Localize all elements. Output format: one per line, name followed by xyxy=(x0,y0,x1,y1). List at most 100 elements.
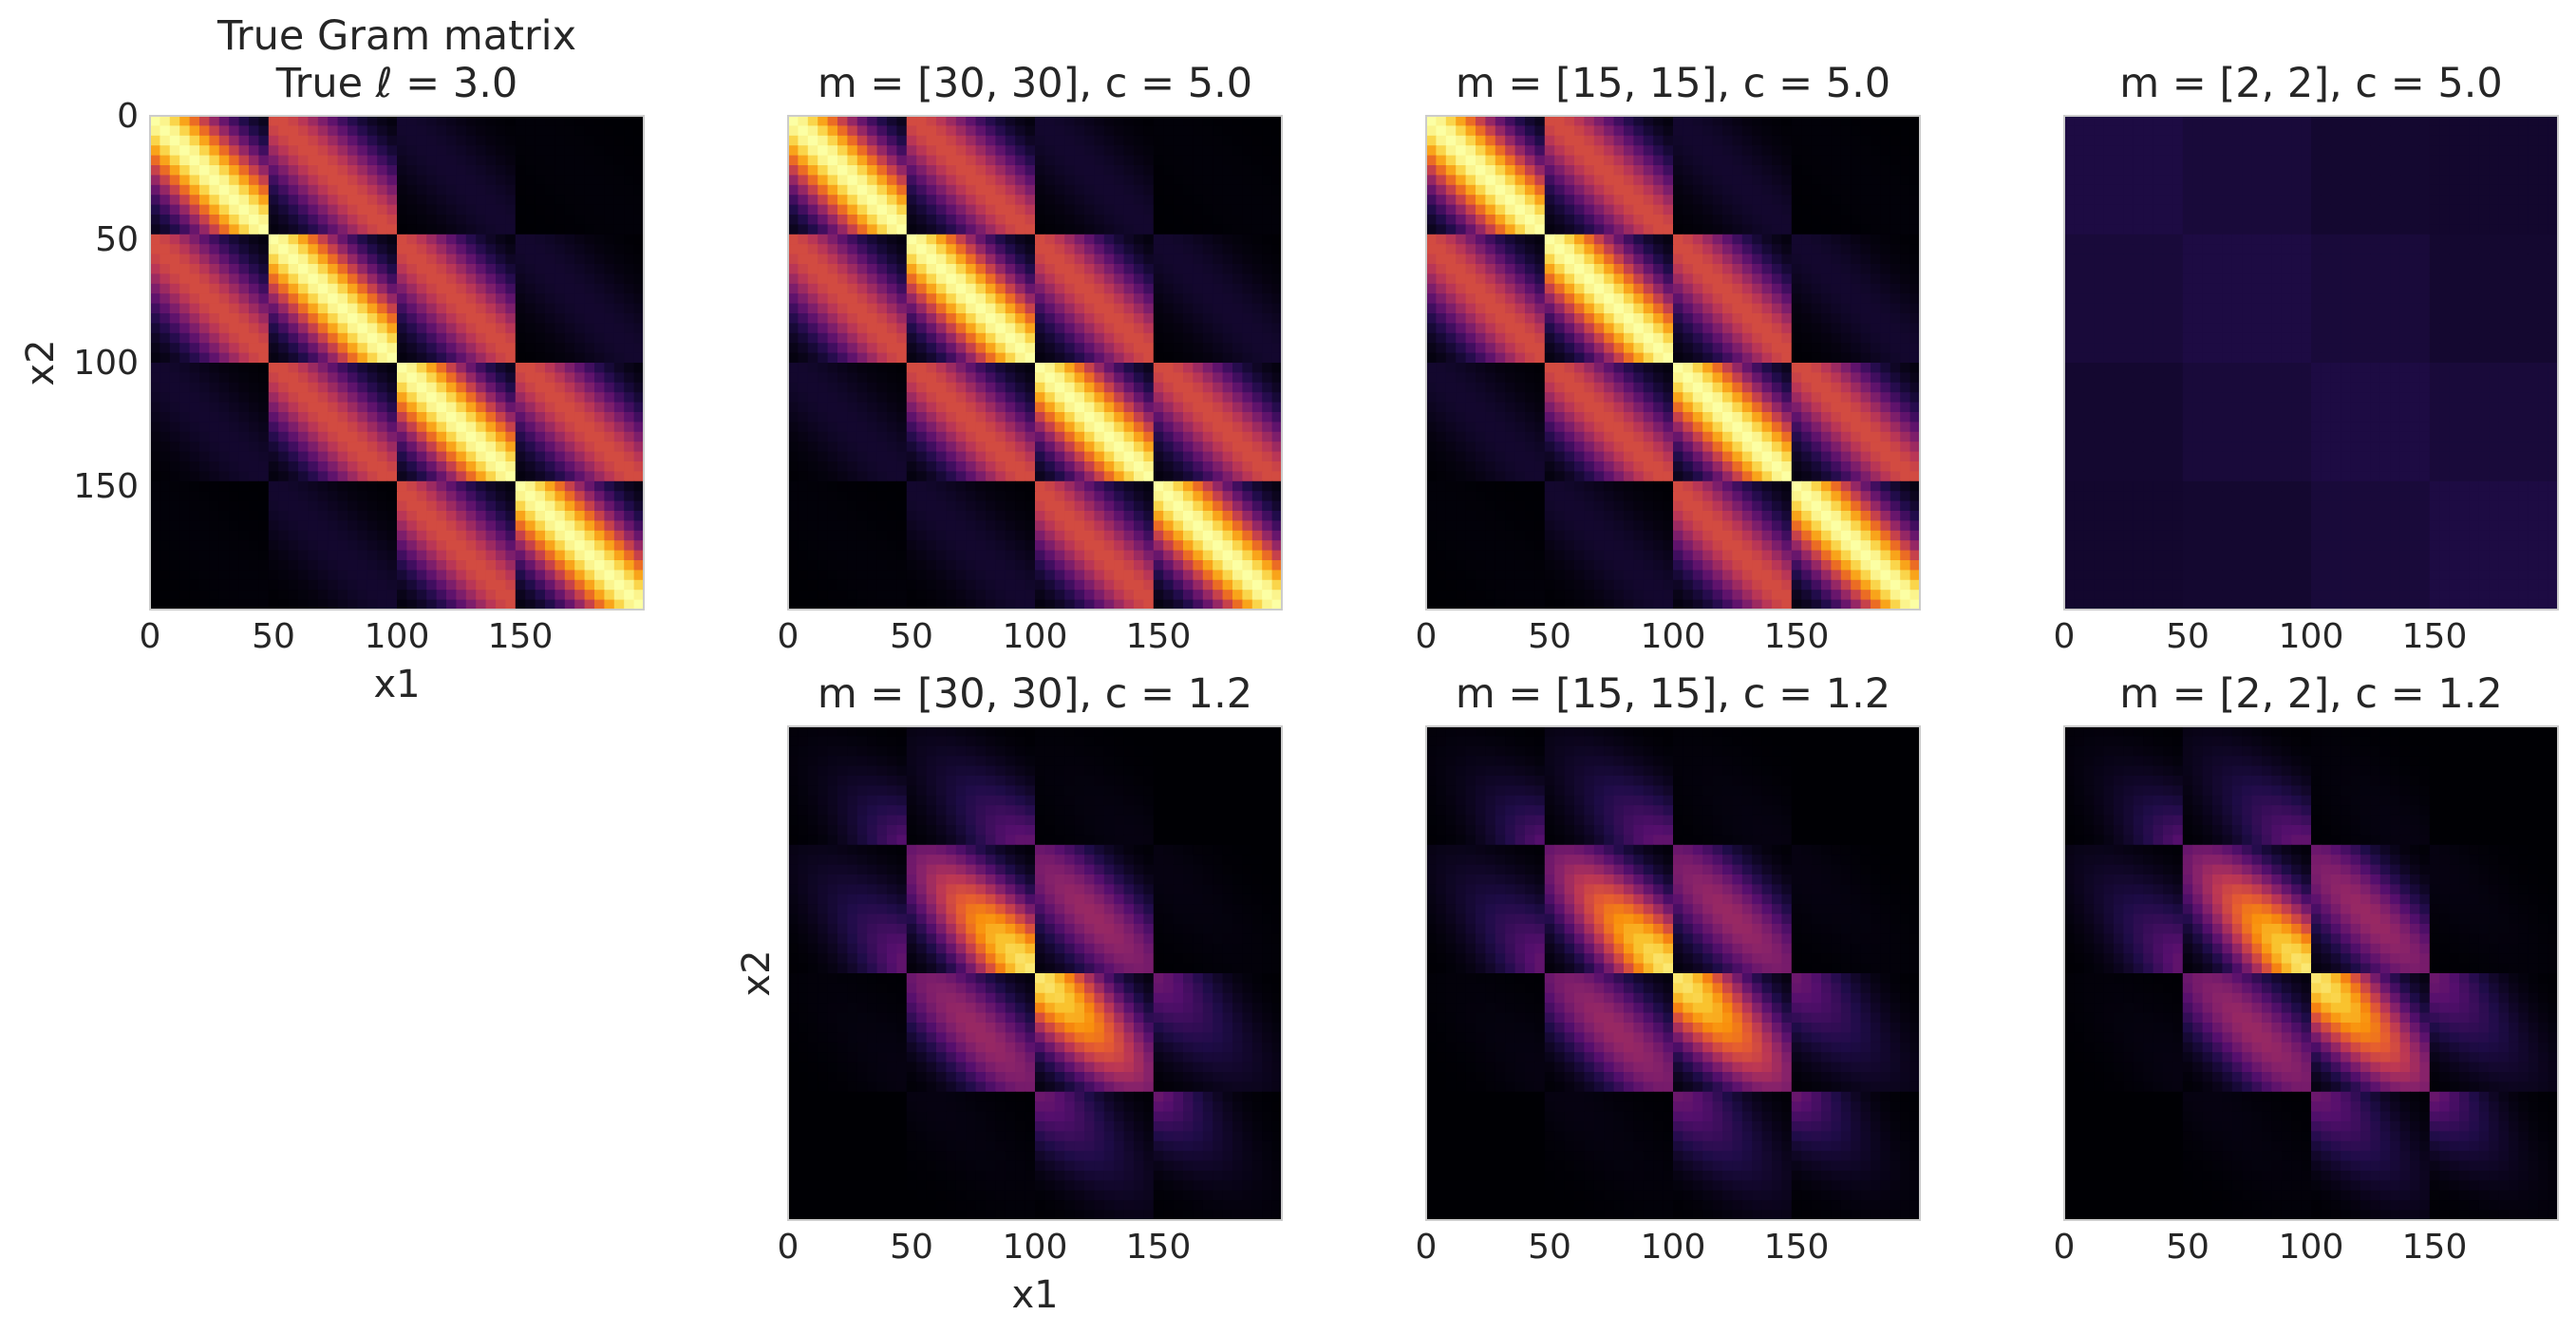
heatmap-cell xyxy=(485,184,497,196)
heatmap-cell xyxy=(798,224,809,235)
heatmap-cell xyxy=(397,195,407,206)
heatmap-cell xyxy=(1222,402,1233,413)
heatmap-cell xyxy=(1222,550,1233,561)
heatmap-cell xyxy=(485,125,497,137)
heatmap-cell xyxy=(906,135,917,146)
heatmap-cell xyxy=(1143,540,1155,552)
heatmap-cell xyxy=(788,570,799,581)
heatmap-cell xyxy=(633,273,645,285)
heatmap-cell xyxy=(525,422,536,433)
heatmap-cell xyxy=(278,550,290,561)
heatmap-cell xyxy=(298,431,309,442)
heatmap-cell xyxy=(535,204,546,216)
heatmap-cell xyxy=(357,184,368,196)
heatmap-cell xyxy=(1064,480,1076,492)
heatmap-cell xyxy=(1074,599,1085,611)
heatmap-cell xyxy=(807,195,818,206)
heatmap-cell xyxy=(397,332,407,344)
heatmap-cell xyxy=(975,254,987,265)
heatmap-cell xyxy=(1103,244,1115,255)
heatmap-cell xyxy=(179,520,191,532)
heatmap-cell xyxy=(995,480,1006,492)
heatmap-cell xyxy=(515,412,526,423)
heatmap-cell xyxy=(1114,500,1125,512)
heatmap-cell xyxy=(995,461,1006,472)
heatmap-cell xyxy=(150,145,160,157)
heatmap-cell xyxy=(1074,530,1085,541)
heatmap-cell xyxy=(189,165,200,176)
heatmap-cell xyxy=(986,234,996,245)
heatmap-cell xyxy=(613,530,625,541)
heatmap-cell xyxy=(1262,135,1273,146)
heatmap-cell xyxy=(584,244,595,255)
heatmap-cell xyxy=(476,590,487,601)
heatmap-cell xyxy=(426,579,438,591)
heatmap-cell xyxy=(505,155,517,166)
heatmap-cell xyxy=(1262,363,1273,373)
heatmap-cell xyxy=(535,254,546,265)
heatmap-cell xyxy=(456,343,467,354)
heatmap-cell xyxy=(189,599,200,611)
heatmap-cell xyxy=(946,244,957,255)
heatmap-cell xyxy=(986,283,996,294)
heatmap-cell xyxy=(946,145,957,157)
heatmap-cell xyxy=(1251,264,1263,274)
heatmap-cell xyxy=(613,431,625,442)
heatmap-cell xyxy=(1005,540,1016,552)
heatmap-cell xyxy=(847,422,858,433)
heatmap-cell xyxy=(584,264,595,274)
heatmap-cell xyxy=(867,599,878,611)
heatmap-cell xyxy=(525,480,536,492)
heatmap-cell xyxy=(258,313,270,324)
heatmap-cell xyxy=(496,412,506,423)
heatmap-cell xyxy=(1271,550,1283,561)
heatmap-cell xyxy=(465,332,477,344)
heatmap-cell xyxy=(199,431,210,442)
heatmap-cell xyxy=(555,293,566,305)
heatmap-cell xyxy=(436,165,447,176)
heatmap-cell xyxy=(238,402,250,413)
heatmap-cell xyxy=(436,500,447,512)
heatmap-cell xyxy=(456,442,467,453)
panel-title: True ℓ = 3.0 xyxy=(275,60,518,107)
heatmap-cell xyxy=(1035,273,1045,285)
heatmap-cell xyxy=(525,254,536,265)
heatmap-cell xyxy=(456,116,467,126)
heatmap-cell xyxy=(308,402,319,413)
heatmap-cell xyxy=(1251,540,1263,552)
heatmap-cell xyxy=(1271,560,1283,571)
heatmap-cell xyxy=(837,313,848,324)
heatmap-cell xyxy=(876,343,888,354)
heatmap-cell xyxy=(1183,402,1194,413)
heatmap-cell xyxy=(1035,215,1045,225)
heatmap-cell xyxy=(856,480,868,492)
heatmap-cell xyxy=(1084,195,1095,206)
heatmap-cell xyxy=(218,491,230,502)
heatmap-cell xyxy=(1064,530,1076,541)
heatmap-cell xyxy=(179,254,191,265)
heatmap-cell xyxy=(906,244,917,255)
heatmap-cell xyxy=(584,422,595,433)
heatmap-cell xyxy=(555,195,566,206)
heatmap-cell xyxy=(1084,332,1095,344)
heatmap-cell xyxy=(966,471,977,482)
heatmap-cell xyxy=(288,372,299,384)
heatmap-cell xyxy=(887,431,897,442)
heatmap-cell xyxy=(1044,560,1056,571)
heatmap-cell xyxy=(986,254,996,265)
heatmap-cell xyxy=(160,303,171,314)
heatmap-cell xyxy=(624,590,635,601)
heatmap-cell xyxy=(896,145,908,157)
heatmap-cell xyxy=(1153,244,1164,255)
heatmap-cell xyxy=(416,540,427,552)
heatmap-cell xyxy=(189,540,200,552)
heatmap-cell xyxy=(555,511,566,521)
heatmap-cell xyxy=(856,332,868,344)
heatmap-cell xyxy=(406,570,418,581)
heatmap-cell xyxy=(856,451,868,462)
heatmap-cell xyxy=(1064,332,1076,344)
heatmap-cell xyxy=(856,303,868,314)
heatmap-cell xyxy=(1123,155,1135,166)
heatmap-cell xyxy=(966,363,977,373)
heatmap-cell xyxy=(1173,579,1184,591)
